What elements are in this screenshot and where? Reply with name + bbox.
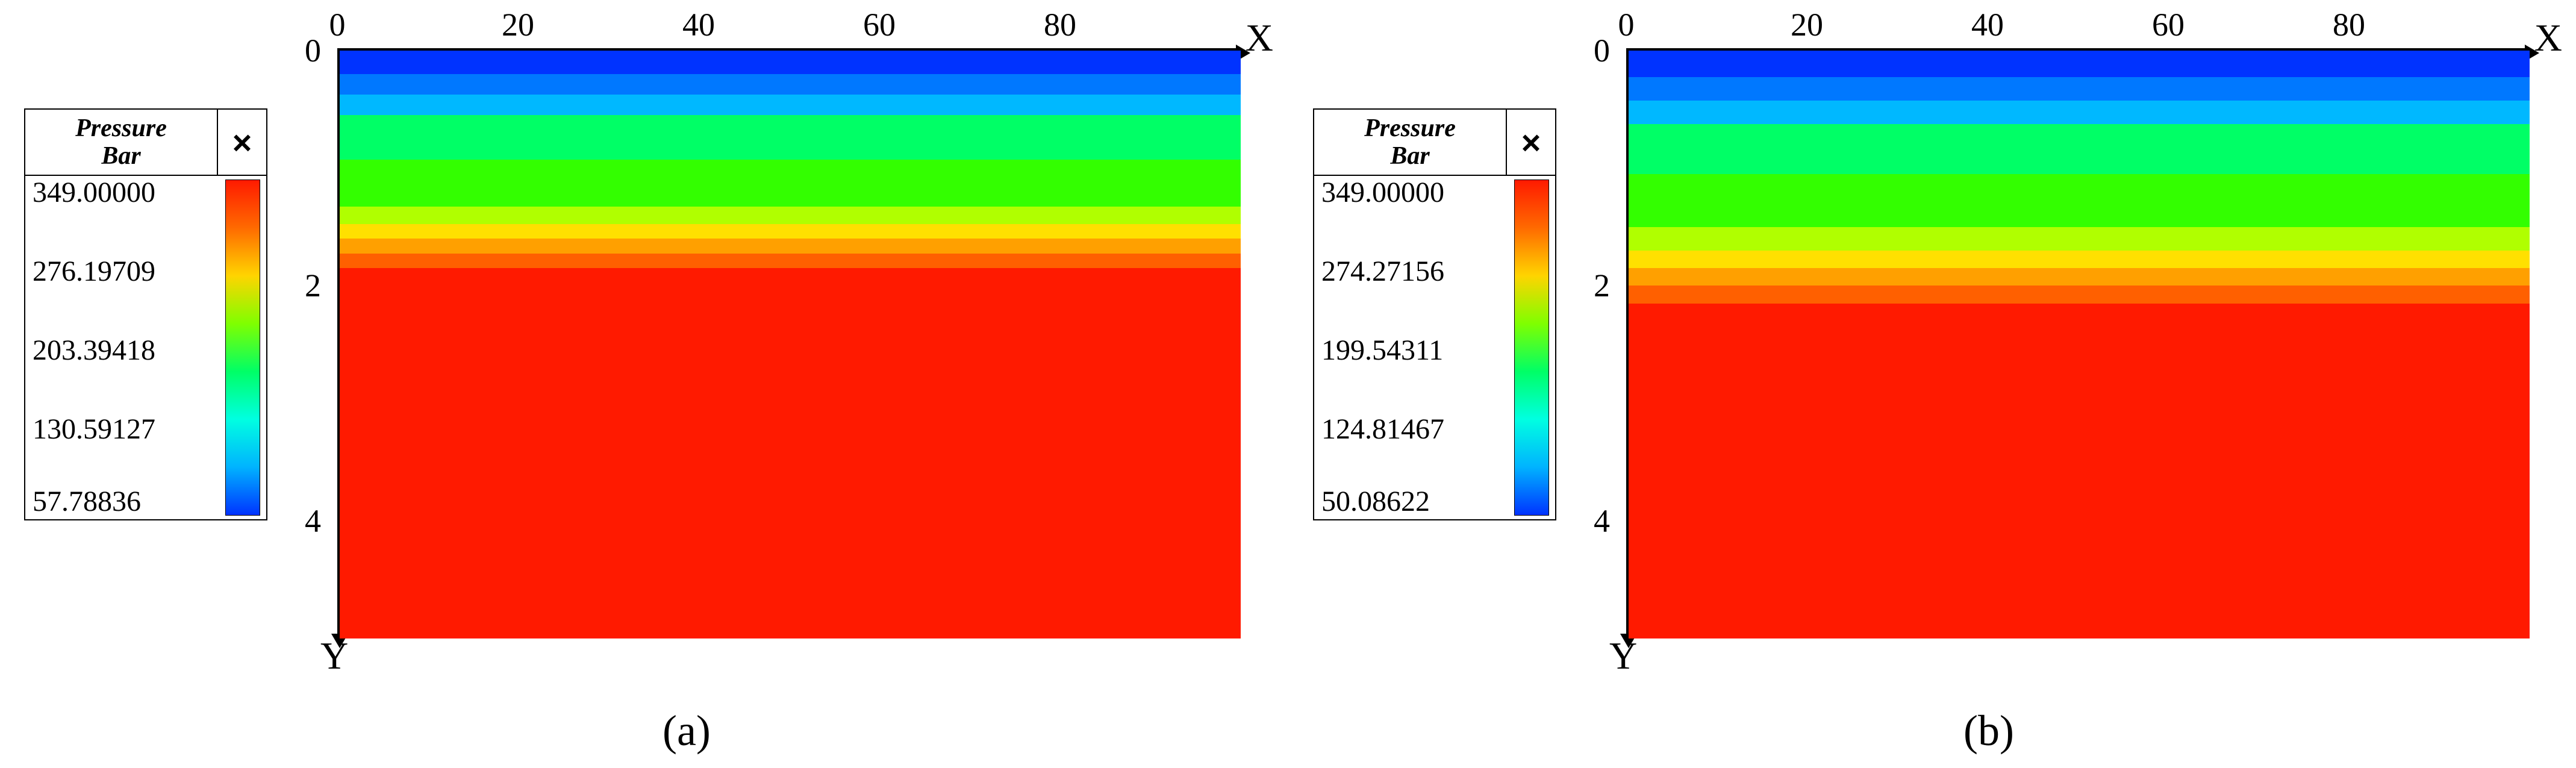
ytick-label: 0 bbox=[305, 32, 321, 69]
ytick-label: 0 bbox=[1594, 32, 1610, 69]
xtick-label: 20 bbox=[502, 6, 534, 43]
field-band bbox=[340, 239, 1241, 253]
legend-b-label-0: 349.00000 bbox=[1321, 176, 1444, 209]
legend-b-label-3: 124.81467 bbox=[1321, 413, 1444, 446]
legend-a-close-button[interactable]: × bbox=[217, 110, 266, 175]
legend-b-title-line2: Bar bbox=[1390, 142, 1429, 170]
legend-b-label-2: 199.54311 bbox=[1321, 334, 1443, 367]
legend-a: Pressure Bar × 349.00000 276.19709 203.3… bbox=[24, 108, 267, 520]
field-band bbox=[1629, 124, 2530, 174]
xtick-label: 20 bbox=[1791, 6, 1823, 43]
field-band bbox=[340, 254, 1241, 268]
plot-b: 0 20 40 60 80 X 0 2 4 Y bbox=[1590, 12, 2554, 651]
legend-a-title-line1: Pressure bbox=[75, 114, 167, 142]
figure-page: Pressure Bar × 349.00000 276.19709 203.3… bbox=[0, 0, 2576, 768]
field-band bbox=[1629, 304, 2530, 638]
legend-b-labels: 349.00000 274.27156 199.54311 124.81467 … bbox=[1314, 176, 1514, 519]
legend-b-label-4: 50.08622 bbox=[1321, 485, 1430, 518]
legend-b-colorbar bbox=[1514, 180, 1549, 516]
legend-b-close-button[interactable]: × bbox=[1506, 110, 1555, 175]
field-band bbox=[1629, 251, 2530, 268]
legend-a-label-2: 203.39418 bbox=[33, 334, 155, 367]
field-band bbox=[340, 207, 1241, 224]
field-band bbox=[340, 224, 1241, 239]
ytick-label: 2 bbox=[305, 267, 321, 304]
close-icon: × bbox=[232, 123, 252, 162]
field-band bbox=[1629, 174, 2530, 227]
close-icon: × bbox=[1521, 123, 1541, 162]
field-band bbox=[1629, 101, 2530, 124]
legend-b: Pressure Bar × 349.00000 274.27156 199.5… bbox=[1313, 108, 1556, 520]
legend-a-title: Pressure Bar bbox=[25, 110, 217, 175]
legend-a-labels: 349.00000 276.19709 203.39418 130.59127 … bbox=[25, 176, 225, 519]
field-band bbox=[340, 51, 1241, 74]
legend-b-title: Pressure Bar bbox=[1314, 110, 1506, 175]
field-band bbox=[340, 95, 1241, 115]
legend-a-colorbar bbox=[225, 180, 260, 516]
plot-b-field bbox=[1629, 51, 2530, 638]
legend-b-label-1: 274.27156 bbox=[1321, 255, 1444, 288]
plot-a-field bbox=[340, 51, 1241, 638]
legend-a-label-1: 276.19709 bbox=[33, 255, 155, 288]
field-band bbox=[340, 115, 1241, 159]
field-band bbox=[340, 268, 1241, 638]
field-band bbox=[1629, 268, 2530, 286]
field-band bbox=[340, 160, 1241, 207]
xtick-label: 80 bbox=[2333, 6, 2365, 43]
xtick-label: 0 bbox=[1618, 6, 1635, 43]
legend-b-title-line1: Pressure bbox=[1364, 114, 1456, 142]
legend-a-label-0: 349.00000 bbox=[33, 176, 155, 209]
field-band bbox=[1629, 77, 2530, 101]
plot-a: 0 20 40 60 80 X 0 2 4 Y bbox=[301, 12, 1265, 651]
xtick-label: 60 bbox=[863, 6, 896, 43]
caption-b: (b) bbox=[1963, 706, 2014, 756]
legend-b-body: 349.00000 274.27156 199.54311 124.81467 … bbox=[1314, 176, 1555, 519]
xtick-label: 40 bbox=[1971, 6, 2004, 43]
caption-a: (a) bbox=[663, 706, 711, 756]
field-band bbox=[340, 74, 1241, 95]
legend-a-label-4: 57.78836 bbox=[33, 485, 141, 518]
legend-a-body: 349.00000 276.19709 203.39418 130.59127 … bbox=[25, 176, 266, 519]
xtick-label: 80 bbox=[1044, 6, 1076, 43]
xtick-label: 40 bbox=[682, 6, 715, 43]
ytick-label: 4 bbox=[305, 502, 321, 540]
xtick-label: 0 bbox=[329, 6, 346, 43]
legend-a-header: Pressure Bar × bbox=[25, 110, 266, 176]
legend-b-header: Pressure Bar × bbox=[1314, 110, 1555, 176]
legend-a-label-3: 130.59127 bbox=[33, 413, 155, 446]
xtick-label: 60 bbox=[2152, 6, 2185, 43]
field-band bbox=[1629, 227, 2530, 251]
legend-a-title-line2: Bar bbox=[101, 142, 140, 170]
ytick-label: 2 bbox=[1594, 267, 1610, 304]
plot-a-x-axis: 0 20 40 60 80 bbox=[337, 12, 1241, 51]
ytick-label: 4 bbox=[1594, 502, 1610, 540]
plot-b-x-axis: 0 20 40 60 80 bbox=[1626, 12, 2530, 51]
field-band bbox=[1629, 51, 2530, 77]
field-band bbox=[1629, 286, 2530, 303]
